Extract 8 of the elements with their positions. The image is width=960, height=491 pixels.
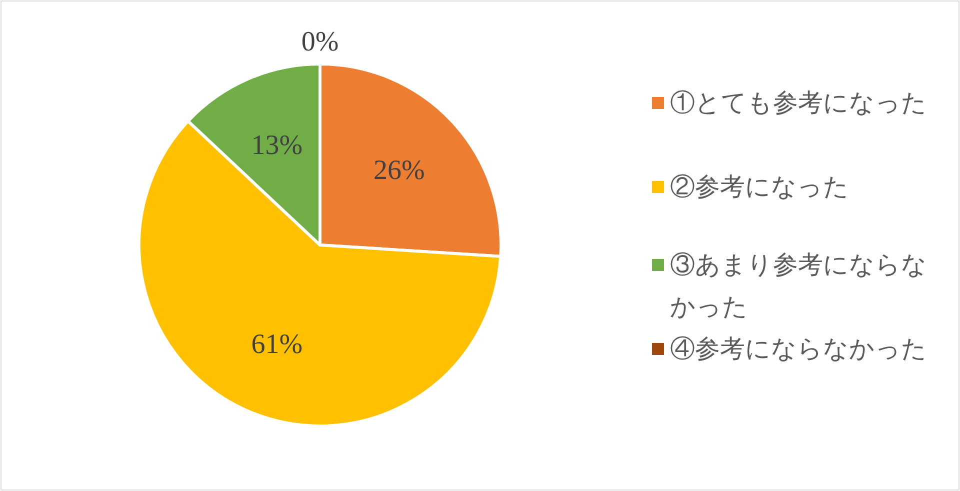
legend-label: ④参考にならなかった (670, 336, 927, 362)
text: 0% (301, 26, 339, 58)
data-label: 26% (374, 155, 425, 186)
data-label: 61% (251, 329, 303, 360)
data-label: 13% (251, 130, 303, 161)
legend-label: ③あまり参考にならなかった (670, 252, 927, 320)
legend-label: ②参考になった (670, 174, 849, 200)
legend-label: ①とても参考になった (670, 90, 927, 116)
